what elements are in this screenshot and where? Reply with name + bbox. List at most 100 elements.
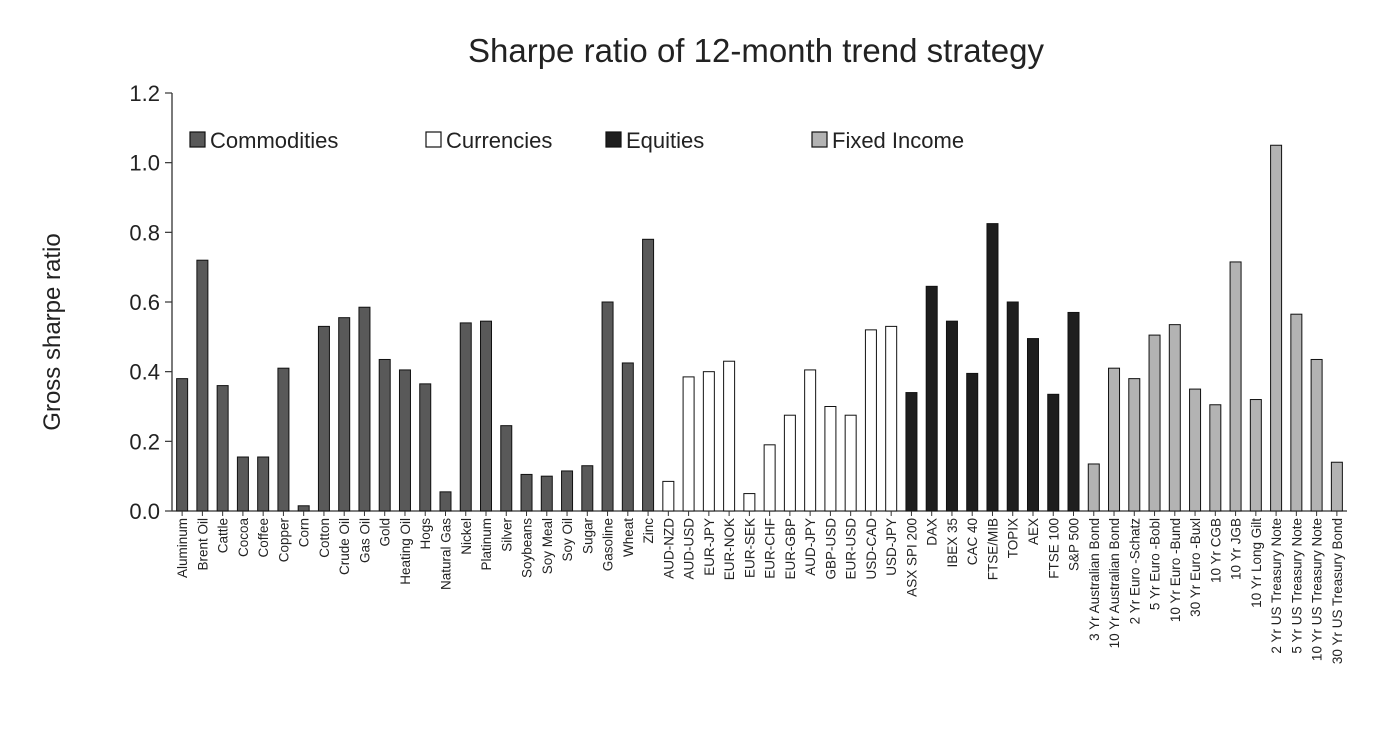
bar — [621, 362, 634, 512]
bar — [723, 360, 736, 512]
legend-swatch — [189, 131, 206, 148]
bar — [439, 491, 452, 512]
bar — [925, 285, 938, 512]
x-tick-label: 30 Yr Euro -Buxl — [1188, 518, 1203, 617]
x-tick-label: ASX SPI 200 — [904, 518, 919, 597]
bar — [966, 372, 979, 512]
x-tick-label: 30 Yr US Treasury Bond — [1330, 518, 1345, 664]
bar — [1189, 388, 1202, 512]
bar — [1067, 311, 1080, 512]
x-tick-label: Soy Oil — [560, 518, 575, 562]
x-tick-label: Coffee — [256, 518, 271, 558]
bar — [804, 369, 817, 512]
bar — [297, 505, 310, 512]
x-tick-label: AEX — [1026, 518, 1041, 545]
x-tick-label: Aluminum — [175, 518, 190, 578]
bar — [1128, 378, 1141, 512]
y-axis-label: Gross sharpe ratio — [39, 233, 66, 430]
bar — [257, 456, 270, 512]
y-tick-label: 1.2 — [129, 81, 160, 106]
y-tick-label: 0.0 — [129, 499, 160, 524]
bar — [824, 406, 837, 512]
bar — [277, 367, 290, 512]
bar — [176, 378, 189, 512]
x-tick-label: Copper — [276, 517, 291, 562]
bar — [358, 306, 371, 512]
x-tick-label: Cattle — [216, 518, 231, 553]
bar — [540, 475, 553, 512]
bar — [1310, 358, 1323, 512]
bar — [317, 325, 330, 512]
x-tick-label: Platinum — [479, 518, 494, 571]
x-tick-label: 10 Yr Australian Bond — [1107, 518, 1122, 648]
x-tick-label: Crude Oil — [337, 518, 352, 575]
bar — [1168, 324, 1181, 512]
bar — [763, 444, 776, 512]
bar — [459, 322, 472, 512]
x-tick-label: FTSE/MIB — [985, 518, 1000, 580]
y-tick-label: 0.6 — [129, 290, 160, 315]
bar — [1270, 144, 1283, 512]
x-tick-label: TOPIX — [1006, 518, 1021, 558]
bar — [581, 465, 594, 512]
legend-label: Fixed Income — [832, 128, 964, 153]
y-tick-label: 0.4 — [129, 360, 160, 385]
legend: Commodities Currencies Equities Fixed Incom… — [189, 128, 964, 153]
x-tick-label: Gold — [378, 518, 393, 547]
x-tick-label: Soy Meal — [540, 518, 555, 574]
bar — [378, 358, 391, 512]
bar — [500, 425, 513, 512]
bar — [1148, 334, 1161, 512]
bar — [986, 223, 999, 512]
x-tick-label: 10 Yr US Treasury Note — [1310, 518, 1325, 661]
chart-title: Sharpe ratio of 12-month trend strategy — [468, 32, 1044, 69]
legend-swatch — [605, 131, 622, 148]
legend-label: Currencies — [446, 128, 552, 153]
x-tick-label: DAX — [925, 518, 940, 546]
x-tick-label: S&P 500 — [1067, 518, 1082, 571]
x-tick-label: 10 Yr CGB — [1208, 518, 1223, 583]
bar — [1229, 261, 1242, 512]
x-tick-label: CAC 40 — [965, 518, 980, 565]
bar — [601, 301, 614, 512]
bar — [419, 383, 432, 512]
y-tick-label: 0.2 — [129, 429, 160, 454]
bar — [642, 238, 655, 512]
x-tick-label: 10 Yr Long Gilt — [1249, 518, 1264, 608]
x-tick-label: 3 Yr Australian Bond — [1087, 518, 1102, 641]
x-tick-label: Cotton — [317, 518, 332, 558]
bar — [1087, 463, 1100, 512]
x-tick-label: Corn — [297, 518, 312, 547]
bar — [682, 376, 695, 512]
x-tick-label: FTSE 100 — [1046, 518, 1061, 579]
x-tick-label: USD-CAD — [864, 518, 879, 580]
bar — [1006, 301, 1019, 512]
bar — [1290, 313, 1303, 512]
x-tick-label: GBP-USD — [823, 518, 838, 580]
x-tick-label: 10 Yr Euro -Bund — [1168, 518, 1183, 622]
x-tick-label: EUR-SEK — [742, 518, 757, 578]
x-tick-label: Wheat — [621, 518, 636, 557]
x-tick-label: Cocoa — [236, 518, 251, 558]
x-tick-label: Hogs — [418, 518, 433, 550]
x-tick-label: EUR-GBP — [783, 518, 798, 580]
bar — [885, 325, 898, 512]
bar — [1209, 404, 1222, 512]
bar — [520, 473, 533, 512]
x-tick-label: 5 Yr US Treasury Note — [1289, 518, 1304, 654]
bar — [1330, 461, 1343, 512]
bar — [236, 456, 249, 512]
y-tick-label: 0.8 — [129, 220, 160, 245]
x-tick-label: 2 Yr Euro -Schatz — [1127, 518, 1142, 625]
x-tick-label: IBEX 35 — [945, 518, 960, 568]
legend-swatch — [425, 131, 442, 148]
bar — [844, 414, 857, 512]
x-tick-label: AUD-NZD — [661, 518, 676, 579]
x-tick-label: Gasoline — [601, 518, 616, 571]
bar — [216, 385, 229, 512]
x-tick-label: 10 Yr JGB — [1229, 518, 1244, 580]
x-tick-label: 5 Yr Euro -Bobl — [1148, 518, 1163, 610]
x-tick-labels: Aluminum Brent Oil Cattle Cocoa Coffee Copper… — [175, 511, 1345, 664]
